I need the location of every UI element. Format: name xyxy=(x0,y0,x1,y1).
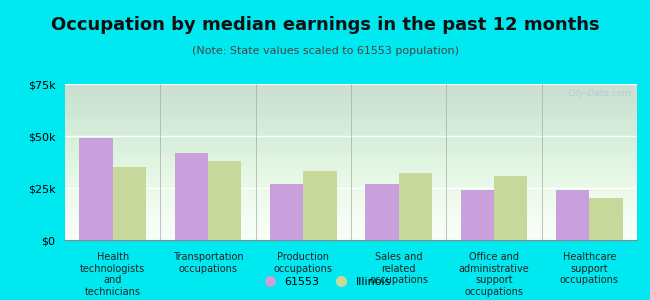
Text: Occupation by median earnings in the past 12 months: Occupation by median earnings in the pas… xyxy=(51,16,599,34)
Text: Sales and
related
occupations: Sales and related occupations xyxy=(369,252,428,285)
Bar xyxy=(79,138,112,240)
Bar xyxy=(208,161,241,240)
Bar xyxy=(175,153,208,240)
Bar xyxy=(461,190,494,240)
Text: Office and
administrative
support
occupations: Office and administrative support occupa… xyxy=(459,252,529,297)
Text: Production
occupations: Production occupations xyxy=(274,252,333,274)
Text: Transportation
occupations: Transportation occupations xyxy=(173,252,243,274)
Bar xyxy=(365,184,398,240)
Text: City-Data.com: City-Data.com xyxy=(567,89,631,98)
Text: Healthcare
support
occupations: Healthcare support occupations xyxy=(560,252,619,285)
Bar xyxy=(112,167,146,240)
Bar xyxy=(556,190,590,240)
Bar xyxy=(590,198,623,240)
Legend: 61553, Illinois: 61553, Illinois xyxy=(254,273,396,291)
Bar xyxy=(304,171,337,240)
Text: (Note: State values scaled to 61553 population): (Note: State values scaled to 61553 popu… xyxy=(192,46,458,56)
Bar xyxy=(398,173,432,240)
Text: Health
technologists
and
technicians: Health technologists and technicians xyxy=(80,252,146,297)
Bar xyxy=(494,176,527,240)
Bar xyxy=(270,184,304,240)
